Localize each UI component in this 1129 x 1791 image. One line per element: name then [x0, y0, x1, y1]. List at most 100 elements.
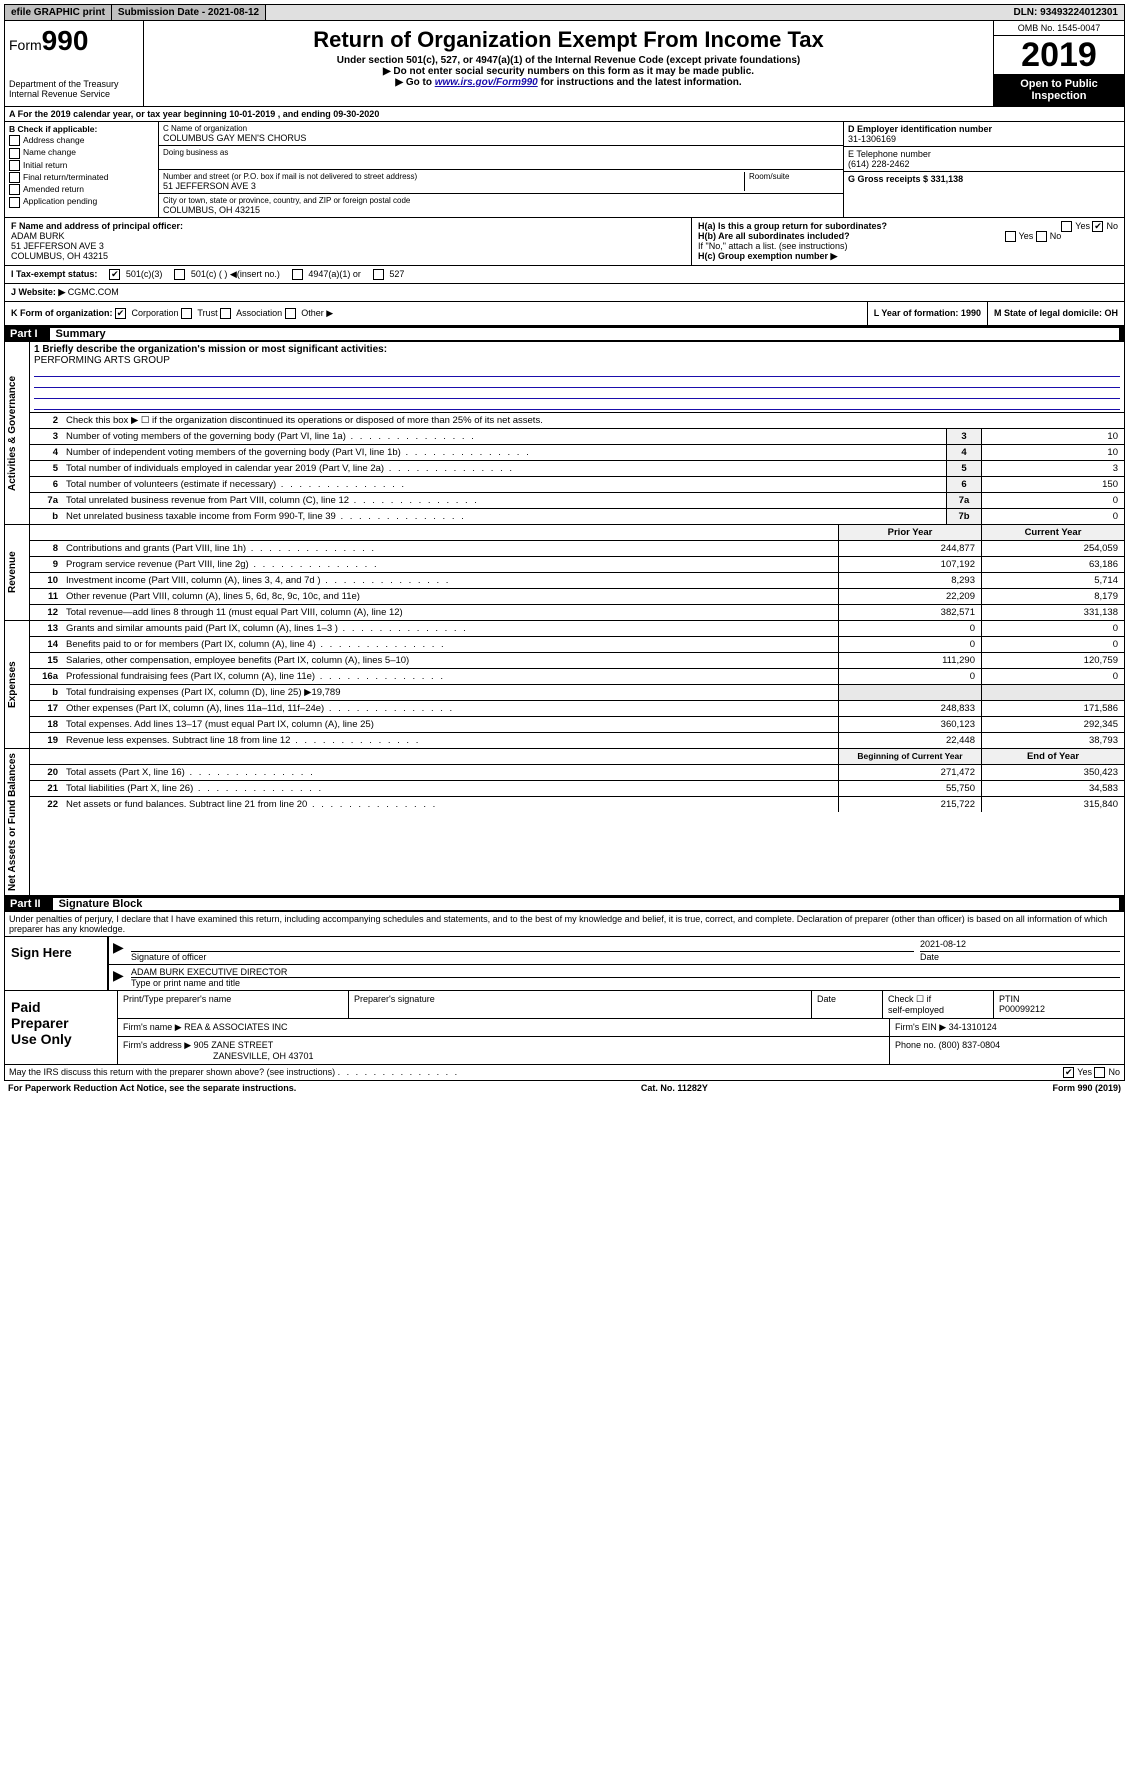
- gross-receipts-cell: G Gross receipts $ 331,138: [844, 172, 1124, 186]
- line-17: 17Other expenses (Part IX, column (A), l…: [30, 701, 1124, 717]
- chk-501c[interactable]: [174, 269, 185, 280]
- revenue-body: Revenue Prior Year Current Year 8Contrib…: [4, 525, 1125, 621]
- gross-value: 331,138: [931, 174, 964, 184]
- chk-corp[interactable]: [115, 308, 126, 319]
- line-7a: 7aTotal unrelated business revenue from …: [30, 493, 1124, 509]
- subtitle-3: ▶ Go to www.irs.gov/Form990 for instruct…: [152, 77, 985, 88]
- ha-yes[interactable]: [1061, 221, 1072, 232]
- part-i-body: Activities & Governance 1 Briefly descri…: [4, 342, 1125, 525]
- line-14: 14Benefits paid to or for members (Part …: [30, 637, 1124, 653]
- top-bar: efile GRAPHIC print Submission Date - 20…: [4, 4, 1125, 21]
- netassets-section: Beginning of Current Year End of Year 20…: [30, 749, 1124, 895]
- chk-application-pending[interactable]: Application pending: [9, 196, 154, 207]
- chk-527[interactable]: [373, 269, 384, 280]
- chk-amended-return[interactable]: Amended return: [9, 184, 154, 195]
- part-i-num: Part I: [10, 328, 50, 340]
- firm-phone: Phone no. (800) 837-0804: [890, 1037, 1124, 1064]
- prep-date-h: Date: [812, 991, 883, 1018]
- h-c-label: H(c) Group exemption number ▶: [698, 251, 837, 261]
- firm-ein: Firm's EIN ▶ 34-1310124: [890, 1019, 1124, 1036]
- paid-preparer-block: PaidPreparerUse Only Print/Type preparer…: [4, 991, 1125, 1065]
- chk-trust[interactable]: [181, 308, 192, 319]
- sig-date: 2021-08-12: [920, 939, 1120, 952]
- part-i-header: Part I Summary: [4, 326, 1125, 342]
- form-org-label: K Form of organization:: [11, 308, 113, 318]
- form-prefix: Form: [9, 37, 42, 53]
- h-note: If "No," attach a list. (see instruction…: [698, 241, 1118, 251]
- box-h: H(a) Is this a group return for subordin…: [691, 218, 1124, 265]
- part-i-title: Summary: [50, 328, 1119, 340]
- box-f: F Name and address of principal officer:…: [5, 218, 691, 265]
- org-name-label: C Name of organization: [163, 124, 839, 133]
- room-label: Room/suite: [749, 172, 839, 181]
- sig-date-label: Date: [920, 952, 1120, 962]
- chk-name-change[interactable]: Name change: [9, 147, 154, 158]
- line-9: 9Program service revenue (Part VIII, lin…: [30, 557, 1124, 573]
- h-b-label: H(b) Are all subordinates included?: [698, 231, 850, 241]
- line-3: 3Number of voting members of the governi…: [30, 429, 1124, 445]
- sign-here-block: Sign Here ▶ Signature of officer 2021-08…: [4, 937, 1125, 991]
- line-16b: bTotal fundraising expenses (Part IX, co…: [30, 685, 1124, 701]
- irs-link[interactable]: www.irs.gov/Form990: [435, 77, 538, 88]
- inspect-1: Open to Public: [996, 78, 1122, 90]
- form-title: Return of Organization Exempt From Incom…: [152, 27, 985, 53]
- row-j: J Website: ▶ CGMC.COM: [4, 284, 1125, 302]
- box-b: B Check if applicable: Address change Na…: [5, 122, 159, 217]
- submission-date-button[interactable]: Submission Date - 2021-08-12: [112, 5, 266, 20]
- footer: For Paperwork Reduction Act Notice, see …: [4, 1081, 1125, 1095]
- side-netassets: Net Assets or Fund Balances: [5, 749, 30, 895]
- state-domicile: M State of legal domicile: OH: [987, 302, 1124, 325]
- side-expenses: Expenses: [5, 621, 30, 748]
- tax-status-label: I Tax-exempt status:: [11, 269, 97, 279]
- side-governance: Activities & Governance: [5, 342, 30, 524]
- efile-print-button[interactable]: efile GRAPHIC print: [5, 5, 112, 20]
- line-15: 15Salaries, other compensation, employee…: [30, 653, 1124, 669]
- line-18: 18Total expenses. Add lines 13–17 (must …: [30, 717, 1124, 733]
- street-cell: Number and street (or P.O. box if mail i…: [159, 170, 843, 194]
- chk-4947[interactable]: [292, 269, 303, 280]
- line-20: 20Total assets (Part X, line 16)271,4723…: [30, 765, 1124, 781]
- sig-officer-label: Signature of officer: [131, 952, 914, 962]
- arrow-icon: ▶: [113, 939, 131, 962]
- rev-header: Prior Year Current Year: [30, 525, 1124, 541]
- hb-yes[interactable]: [1005, 231, 1016, 242]
- city-value: COLUMBUS, OH 43215: [163, 205, 839, 215]
- chk-final-return[interactable]: Final return/terminated: [9, 172, 154, 183]
- officer-addr1: 51 JEFFERSON AVE 3: [11, 241, 104, 251]
- prep-self-emp: Check ☐ ifself-employed: [883, 991, 994, 1018]
- entity-block: B Check if applicable: Address change Na…: [4, 122, 1125, 218]
- line-19: 19Revenue less expenses. Subtract line 1…: [30, 733, 1124, 748]
- header-right: OMB No. 1545-0047 2019 Open to Public In…: [993, 21, 1124, 106]
- form-990-num: 990: [42, 25, 89, 56]
- line-5: 5Total number of individuals employed in…: [30, 461, 1124, 477]
- dba-cell: Doing business as: [159, 146, 843, 170]
- paid-preparer-label: PaidPreparerUse Only: [5, 991, 118, 1064]
- chk-address-change[interactable]: Address change: [9, 135, 154, 146]
- discuss-row: May the IRS discuss this return with the…: [4, 1065, 1125, 1081]
- chk-initial-return[interactable]: Initial return: [9, 160, 154, 171]
- chk-501c3[interactable]: [109, 269, 120, 280]
- dept-treasury: Department of the Treasury: [9, 79, 139, 89]
- chk-other[interactable]: [285, 308, 296, 319]
- phone-label: E Telephone number: [848, 149, 1120, 159]
- ha-no[interactable]: [1092, 221, 1103, 232]
- line-16a: 16aProfessional fundraising fees (Part I…: [30, 669, 1124, 685]
- ein-value: 31-1306169: [848, 134, 1120, 144]
- discuss-yes[interactable]: [1063, 1067, 1074, 1078]
- prep-name-h: Print/Type preparer's name: [118, 991, 349, 1018]
- hb-no[interactable]: [1036, 231, 1047, 242]
- discuss-no[interactable]: [1094, 1067, 1105, 1078]
- part-ii-title: Signature Block: [53, 898, 1119, 910]
- revenue-section: Prior Year Current Year 8Contributions a…: [30, 525, 1124, 620]
- mission-a: PERFORMING ARTS GROUP: [34, 355, 1120, 366]
- officer-label: F Name and address of principal officer:: [11, 221, 183, 231]
- governance-section: 1 Briefly describe the organization's mi…: [30, 342, 1124, 524]
- chk-assoc[interactable]: [220, 308, 231, 319]
- city-cell: City or town, state or province, country…: [159, 194, 843, 217]
- prep-sig-h: Preparer's signature: [349, 991, 812, 1018]
- row-k: K Form of organization: Corporation Trus…: [4, 302, 1125, 326]
- line-13: 13Grants and similar amounts paid (Part …: [30, 621, 1124, 637]
- footer-right: Form 990 (2019): [1052, 1083, 1121, 1093]
- year-formation: L Year of formation: 1990: [867, 302, 987, 325]
- netassets-body: Net Assets or Fund Balances Beginning of…: [4, 749, 1125, 896]
